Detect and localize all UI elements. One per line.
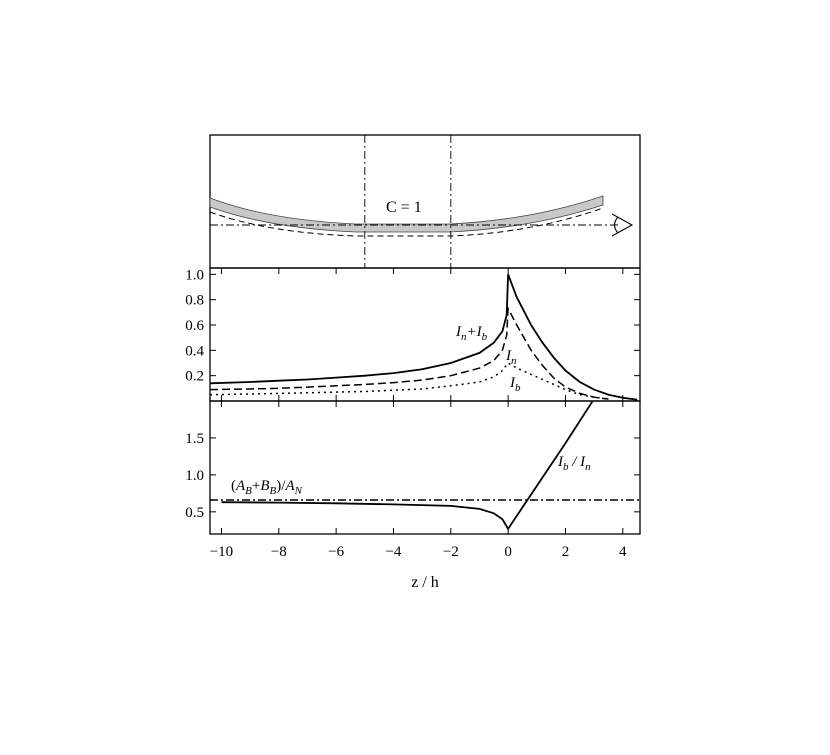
x-tick-label: 0 [504, 544, 512, 560]
eye-icon [611, 213, 634, 237]
series-line [209, 305, 609, 400]
label-in-plus-ib: In+Ib [455, 324, 488, 343]
middle-y-ticks: 0.2 0.4 0.6 0.8 1.0 [185, 267, 640, 385]
middle-series [209, 273, 638, 401]
x-tick-label: −10 [210, 544, 233, 560]
y-tick-label: 0.6 [185, 318, 204, 334]
bottom-series [210, 400, 640, 531]
bottom-panel: 0.5 1.0 1.5 −10 −8 −6 −4 −2 0 2 4 Ib / In (AB+BB)… [185, 268, 641, 591]
x-tick-label: −8 [271, 544, 287, 560]
band-lower-dashed-edge [209, 207, 604, 237]
y-tick-label: 1.0 [185, 468, 204, 484]
bottom-y-ticks: 0.5 1.0 1.5 [185, 431, 640, 521]
label-ib-over-in: Ib / In [557, 454, 591, 473]
y-tick-label: 1.5 [185, 431, 204, 447]
x-tick-label: −4 [385, 544, 401, 560]
x-ticks: −10 −8 −6 −4 −2 0 2 4 [210, 268, 627, 560]
y-tick-label: 0.4 [185, 343, 204, 359]
x-axis-label: z / h [411, 574, 439, 591]
middle-panel: 0.2 0.4 0.6 0.8 1.0 In+Ib In Ib [185, 267, 641, 402]
y-tick-label: 0.8 [185, 293, 204, 309]
x-tick-label: −2 [443, 544, 459, 560]
bottom-panel-frame [209, 400, 641, 535]
x-tick-label: 4 [619, 544, 627, 560]
shaded-band [209, 195, 604, 233]
label-in: In [505, 348, 517, 367]
series-line [221, 400, 594, 531]
c-label: C = 1 [386, 199, 422, 216]
y-tick-label: 0.2 [185, 369, 204, 385]
top-panel: C = 1 [209, 134, 641, 269]
label-ib: Ib [509, 375, 521, 394]
x-tick-label: −6 [328, 544, 344, 560]
y-tick-label: 1.0 [185, 267, 204, 283]
x-tick-label: 2 [562, 544, 570, 560]
label-ab-bb-over-an: (AB+BB)/AN [231, 478, 303, 497]
top-panel-frame [209, 134, 641, 269]
series-line [209, 273, 638, 401]
y-tick-label: 0.5 [185, 505, 204, 521]
